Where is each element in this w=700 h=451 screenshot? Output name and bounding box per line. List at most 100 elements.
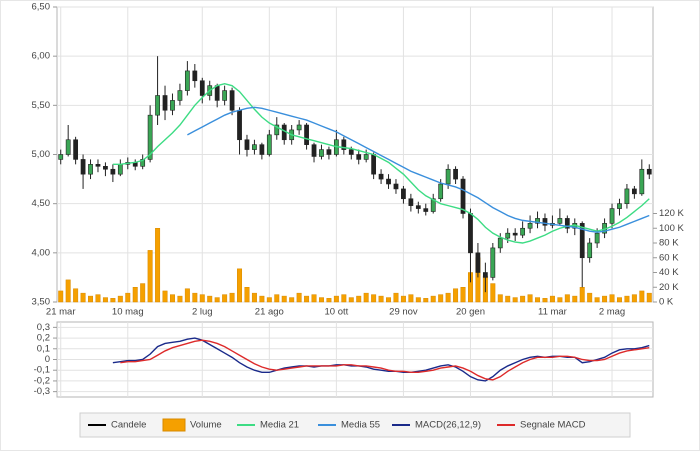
volume-bar [408,294,414,303]
candle-body [319,149,324,157]
y2-tick-label: 20 K [659,282,679,293]
volume-bar [214,297,220,303]
candle-body [609,208,615,224]
y-tick-label: 4,00 [32,247,51,258]
candle-body [445,168,451,185]
volume-bar [400,295,406,303]
y-tick-label: 3,50 [32,297,51,308]
candle-body [311,144,317,157]
candle-body [535,218,540,224]
volume-bar [378,295,384,303]
volume-bar [520,295,526,303]
candle-body [497,237,503,249]
candle-body [348,149,354,155]
volume-bar [616,297,622,303]
volume-bar [497,294,503,303]
candle-body [527,223,533,229]
volume-bar [192,292,198,303]
candle-body [520,227,526,236]
volume-bar [65,279,71,303]
candle-body [170,100,175,111]
candle-body [95,164,101,167]
candle-body [408,198,414,206]
volume-bar [184,288,190,303]
volume-bar [244,287,250,303]
candle-body [110,168,116,175]
volume-bar [415,297,421,303]
candle-body [341,139,347,150]
y-tick-label: 5,00 [32,149,51,160]
volume-bar [594,297,600,303]
candle-body [646,168,652,175]
volume-bar [155,228,161,303]
volume-bar [207,295,213,303]
volume-bar [639,290,645,303]
y2-tick-label: 0 K [659,297,674,308]
candle-body [475,252,481,273]
y-tick-label: -0,1 [34,365,50,376]
volume-bar [356,295,362,303]
candle-body [259,144,265,155]
volume-bar [363,292,369,303]
candle-body [594,232,600,244]
legend-label: Volume [190,420,222,431]
volume-bar [527,294,533,303]
x-tick-label: 11 mar [538,307,567,318]
volume-bar [646,292,652,303]
y-tick-label: 0 [45,354,50,365]
volume-bar [333,295,339,303]
volume-bar [222,294,228,303]
candle-body [237,109,242,141]
volume-bar [624,295,630,303]
y-tick-label: 4,50 [32,198,51,209]
volume-bar [430,295,436,303]
volume-bar [490,283,496,303]
y-tick-label: -0,2 [34,375,50,386]
volume-bar [140,283,146,303]
candle-body [117,164,123,175]
candle-body [363,154,369,160]
volume-bar [237,268,243,303]
y-tick-label: 0,2 [37,333,50,344]
volume-bar [229,292,235,303]
volume-bar [95,294,101,303]
candle-body [512,232,518,236]
volume-bar [609,294,615,303]
series-line [112,82,650,244]
candle-body [631,188,637,195]
volume-bar [505,295,511,303]
legend-label: Media 55 [341,420,380,431]
volume-bar [535,297,541,303]
x-tick-label: 2 lug [192,307,213,318]
candle-body [244,139,250,150]
candle-body [177,90,183,101]
volume-bar [318,297,324,303]
candle-body [423,208,429,212]
volume-bar [281,295,287,303]
candle-body [304,124,309,145]
volume-bar [326,298,332,303]
volume-bar [631,294,637,303]
candle-body [214,85,220,101]
candle-body [617,203,622,209]
volume-bar [110,298,116,303]
candle-body [326,149,332,155]
candle-body [542,218,548,226]
volume-bar [423,298,429,303]
x-tick-label: 21 ago [255,307,284,318]
candle-body [296,124,302,131]
volume-bar [296,292,302,303]
volume-bar [102,297,108,303]
volume-bar [58,290,64,303]
legend-label: Segnale MACD [520,420,586,431]
y-tick-label: 6,50 [32,2,51,13]
volume-bar [289,297,295,303]
y-tick-label: 0,1 [37,343,50,354]
candle-body [639,168,645,195]
volume-bar [348,297,354,303]
candle-body [371,154,377,175]
x-tick-label: 10 mag [112,307,144,318]
candle-body [401,188,406,200]
